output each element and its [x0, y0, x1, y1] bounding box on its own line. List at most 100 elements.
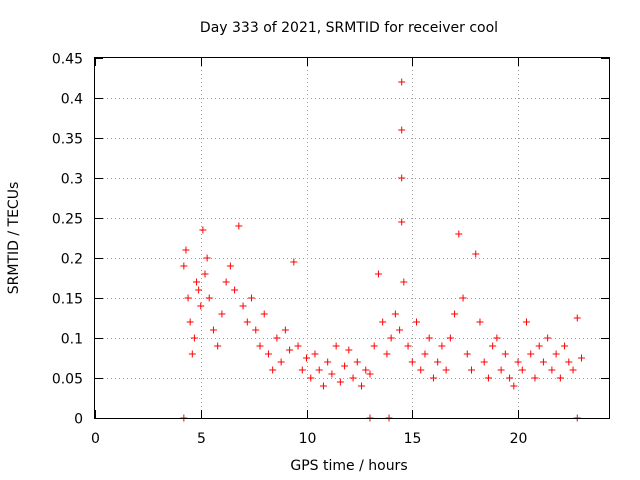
data-point [336, 378, 344, 386]
grid-layer [95, 58, 609, 418]
data-point [184, 294, 192, 302]
data-point [518, 366, 526, 374]
y-tick-label: 0.3 [61, 172, 83, 188]
data-point [544, 334, 552, 342]
data-point [421, 350, 429, 358]
data-point [290, 258, 298, 266]
y-tick-label: 0.15 [52, 292, 83, 308]
data-point [186, 318, 194, 326]
data-point [256, 342, 264, 350]
data-point [565, 358, 573, 366]
data-point [556, 374, 564, 382]
data-point [425, 334, 433, 342]
data-point [324, 358, 332, 366]
y-tick-label: 0.4 [61, 92, 83, 108]
data-point [366, 370, 374, 378]
data-point [451, 310, 459, 318]
data-point [446, 334, 454, 342]
ticks-layer: 0 0.05 0.1 0.15 0.2 0.25 0.3 0.35 0.4 0.45 0 5 10 15 2… [52, 52, 609, 447]
data-point [493, 334, 501, 342]
data-point [480, 358, 488, 366]
data-point [307, 374, 315, 382]
x-tick-label: 0 [91, 431, 100, 447]
data-point [209, 326, 217, 334]
data-point [345, 346, 353, 354]
data-point [349, 374, 357, 382]
data-point [514, 358, 522, 366]
y-tick-label: 0.05 [52, 372, 83, 388]
plot-frame [94, 57, 610, 419]
data-point [281, 326, 289, 334]
data-point [459, 294, 467, 302]
y-tick-label: 0.45 [52, 52, 83, 68]
data-point [303, 354, 311, 362]
data-point [398, 78, 406, 86]
data-point [269, 366, 277, 374]
data-point [260, 310, 268, 318]
data-point [391, 310, 399, 318]
y-tick-label: 0.25 [52, 212, 83, 228]
data-point [193, 278, 201, 286]
data-point [398, 218, 406, 226]
data-point [400, 278, 408, 286]
data-point [197, 302, 205, 310]
data-point [396, 326, 404, 334]
data-point [535, 342, 543, 350]
data-point [539, 358, 547, 366]
data-point [569, 366, 577, 374]
data-point [501, 350, 509, 358]
data-point [463, 350, 471, 358]
data-point [506, 374, 514, 382]
data-point [370, 342, 378, 350]
data-point [203, 254, 211, 262]
data-point [332, 342, 340, 350]
data-point [548, 366, 556, 374]
data-point [252, 326, 260, 334]
data-point [476, 318, 484, 326]
data-point [273, 334, 281, 342]
data-point [383, 350, 391, 358]
data-point [387, 334, 395, 342]
data-point [235, 222, 243, 230]
data-point [523, 318, 531, 326]
data-point [315, 366, 323, 374]
data-point [527, 350, 535, 358]
data-point [561, 342, 569, 350]
data-point [199, 226, 207, 234]
data-point [552, 350, 560, 358]
data-point [578, 354, 586, 362]
x-tick-label: 5 [197, 431, 206, 447]
data-point [180, 262, 188, 270]
data-point [205, 294, 213, 302]
data-point [319, 382, 327, 390]
data-point [484, 374, 492, 382]
x-tick-label: 20 [510, 431, 528, 447]
y-axis-label: SRMTID / TECUs [6, 182, 22, 295]
data-point [379, 318, 387, 326]
data-point [243, 318, 251, 326]
data-point [264, 350, 272, 358]
data-point [294, 342, 302, 350]
data-point [328, 370, 336, 378]
y-tick-label: 0.2 [61, 252, 83, 268]
data-point [231, 286, 239, 294]
data-point [468, 366, 476, 374]
data-point [239, 302, 247, 310]
data-point [353, 358, 361, 366]
data-point [201, 270, 209, 278]
data-point [438, 342, 446, 350]
data-point [455, 230, 463, 238]
x-tick-label: 10 [299, 431, 317, 447]
data-point [573, 314, 581, 322]
x-axis-label: GPS time / hours [290, 458, 407, 474]
data-points-layer [180, 78, 586, 422]
data-point [286, 346, 294, 354]
data-point [248, 294, 256, 302]
data-point [222, 278, 230, 286]
data-point [298, 366, 306, 374]
data-point [374, 270, 382, 278]
data-point [311, 350, 319, 358]
chart-title: Day 333 of 2021, SRMTID for receiver coo… [200, 20, 498, 36]
data-point [413, 318, 421, 326]
data-point [510, 382, 518, 390]
